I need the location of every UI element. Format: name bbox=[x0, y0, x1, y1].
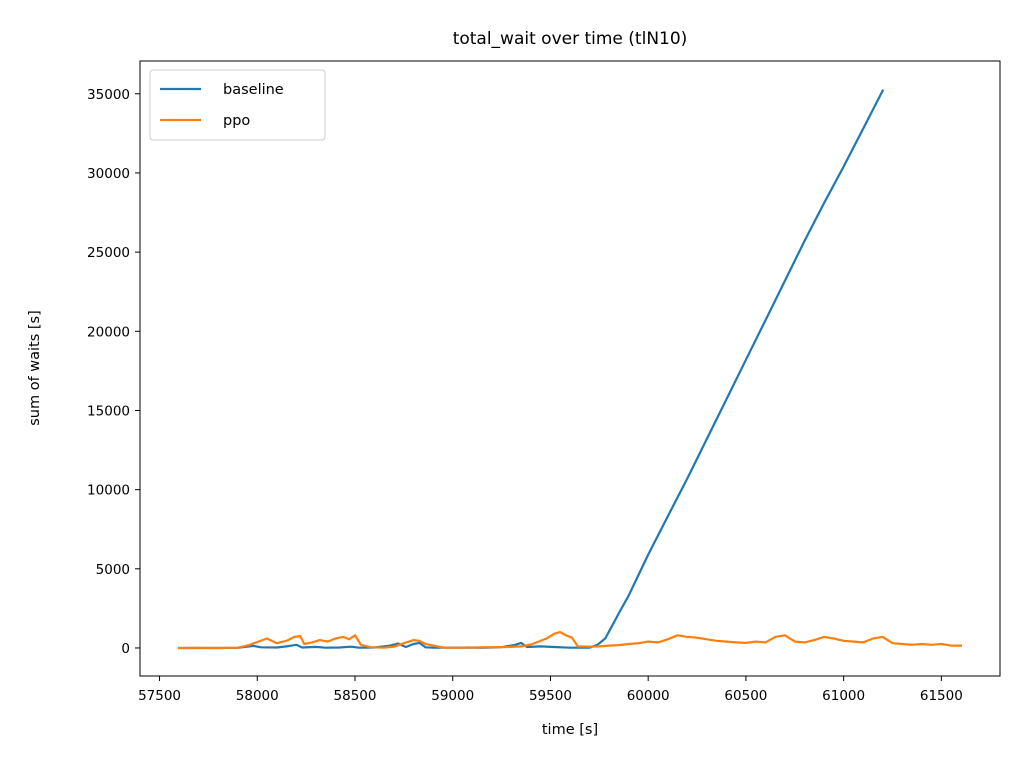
x-tick-label: 60000 bbox=[627, 688, 670, 704]
y-tick-label: 25000 bbox=[87, 245, 130, 261]
y-tick-label: 5000 bbox=[96, 562, 130, 578]
x-tick-label: 57500 bbox=[138, 688, 181, 704]
x-tick-label: 60500 bbox=[724, 688, 767, 704]
y-tick-label: 20000 bbox=[87, 324, 130, 340]
x-axis-label: time [s] bbox=[542, 722, 598, 738]
y-tick-label: 0 bbox=[121, 641, 130, 657]
x-tick-label: 61000 bbox=[822, 688, 865, 704]
x-tick-label: 61500 bbox=[920, 688, 963, 704]
x-tick-label: 58000 bbox=[236, 688, 279, 704]
chart-title: total_wait over time (tlN10) bbox=[453, 29, 688, 49]
series-line-ppo bbox=[177, 631, 962, 650]
y-axis-label: sum of waits [s] bbox=[27, 310, 43, 426]
legend-box bbox=[149, 69, 326, 141]
y-tick-label: 30000 bbox=[87, 166, 130, 182]
x-tick-label: 58500 bbox=[334, 688, 377, 704]
legend: baseline ppo bbox=[149, 69, 326, 141]
y-tick-label: 10000 bbox=[87, 483, 130, 499]
legend-label-baseline: baseline bbox=[223, 82, 284, 98]
y-tick-label: 15000 bbox=[87, 403, 130, 419]
x-tick-label: 59500 bbox=[529, 688, 572, 704]
plot-area-frame bbox=[139, 60, 1001, 677]
x-tick-label: 59000 bbox=[431, 688, 474, 704]
legend-label-ppo: ppo bbox=[223, 113, 250, 129]
y-tick-label: 35000 bbox=[87, 87, 130, 103]
